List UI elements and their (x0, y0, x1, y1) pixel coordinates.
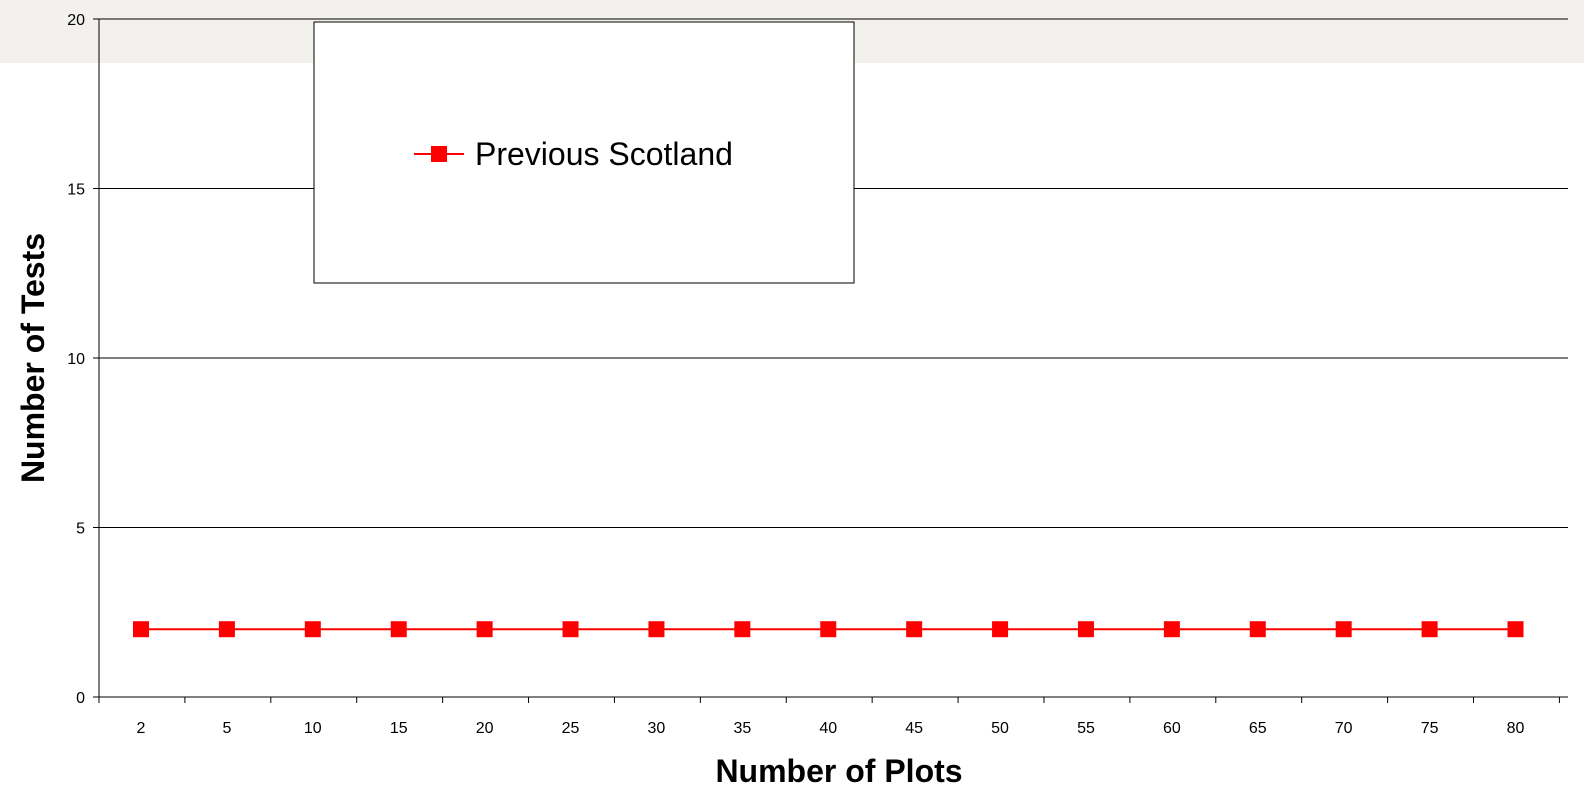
y-tick-label: 0 (76, 690, 85, 707)
x-tick-label: 50 (991, 720, 1009, 737)
data-point-marker (992, 621, 1009, 638)
y-tick-label: 20 (67, 12, 85, 29)
data-point-marker (1335, 621, 1352, 638)
x-tick-label: 35 (733, 720, 751, 737)
x-tick-label: 2 (137, 720, 146, 737)
x-tick-label: 55 (1077, 720, 1095, 737)
x-tick-label: 75 (1421, 720, 1439, 737)
x-tick-label: 60 (1163, 720, 1181, 737)
data-point-marker (1249, 621, 1266, 638)
x-tick-label: 15 (390, 720, 408, 737)
x-tick-label: 80 (1507, 720, 1525, 737)
data-point-marker (1163, 621, 1180, 638)
x-tick-label: 10 (304, 720, 322, 737)
legend-box (313, 21, 855, 284)
x-tick-label: 25 (562, 720, 580, 737)
data-point-marker (734, 621, 751, 638)
legend: Previous Scotland (313, 21, 855, 284)
data-point-marker (476, 621, 493, 638)
data-point-marker (304, 621, 321, 638)
data-point-marker (390, 621, 407, 638)
y-tick-label: 15 (67, 182, 85, 199)
data-point-marker (1421, 621, 1438, 638)
legend-swatch-marker (431, 146, 447, 162)
x-tick-label: 40 (819, 720, 837, 737)
data-point-marker (906, 621, 923, 638)
data-point-marker (820, 621, 837, 638)
data-point-marker (562, 621, 579, 638)
y-axis-ticks: 0 5 10 15 20 (67, 12, 99, 707)
x-tick-label: 20 (476, 720, 494, 737)
x-tick-label: 65 (1249, 720, 1267, 737)
data-point-marker (1077, 621, 1094, 638)
data-point-marker (1507, 621, 1524, 638)
x-axis-ticks: 2 5 10 15 20 25 30 35 40 45 50 55 60 65 70 75 80 (98, 697, 1560, 737)
x-tick-label: 70 (1335, 720, 1353, 737)
data-point-marker (648, 621, 665, 638)
y-tick-label: 10 (67, 351, 85, 368)
data-point-marker (218, 621, 235, 638)
data-point-marker (133, 621, 149, 638)
x-axis-title: Number of Plots (715, 753, 962, 789)
x-tick-label: 5 (222, 720, 231, 737)
x-tick-label: 30 (648, 720, 666, 737)
legend-label: Previous Scotland (475, 136, 733, 172)
y-tick-label: 5 (76, 521, 85, 538)
x-tick-label: 45 (905, 720, 923, 737)
y-axis-title: Number of Tests (15, 233, 51, 483)
series-layer (133, 621, 1524, 638)
